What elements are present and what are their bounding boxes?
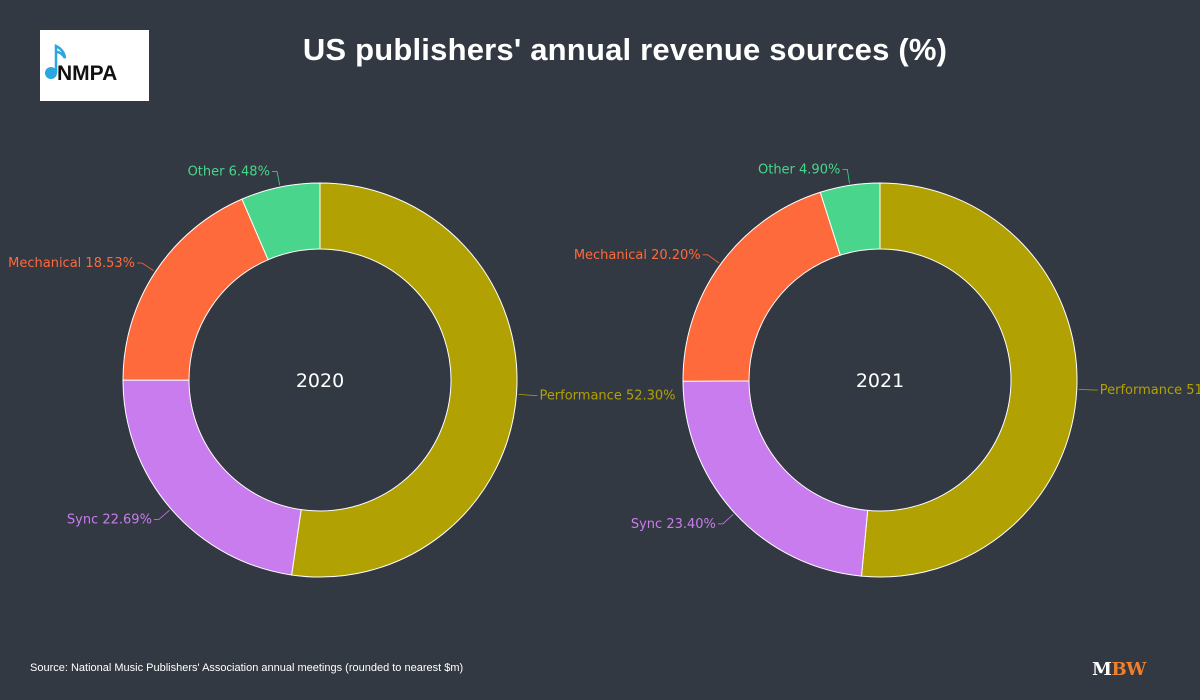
slice-label-mechanical-2021: Mechanical 20.20% [574,248,701,263]
slice-performance-2021[interactable] [860,182,1078,578]
mbw-logo-bw: BW [1111,659,1146,680]
source-note: Source: National Music Publishers' Assoc… [30,662,464,674]
leader-line-other-2020 [271,170,281,186]
leader-line-performance-2021 [1078,388,1098,391]
slice-label-performance-2021: Performance 51.50% [1100,383,1200,398]
chart-title: US publishers' annual revenue sources (%… [302,32,948,67]
slice-mechanical-2020[interactable] [122,198,269,381]
music-note-icon: NMPA [45,43,117,85]
donut-chart-2020: Performance 52.30% Sync 22.69% Mechanical … [8,164,676,578]
nmpa-logo: NMPA [40,30,149,101]
mbw-logo: MBW [1092,659,1148,681]
slice-sync-2021[interactable] [682,380,869,577]
slice-label-performance-2020: Performance 52.30% [539,388,675,403]
slice-sync-2020[interactable] [122,379,302,576]
donut-chart-2021: Performance 51.50% Sync 23.40% Mechanical … [574,163,1200,578]
slice-label-sync-2020: Sync 22.69% [67,512,152,527]
slice-label-other-2020: Other 6.48% [188,164,270,179]
slice-mechanical-2021[interactable] [682,191,841,382]
slice-label-sync-2021: Sync 23.40% [631,517,716,532]
leader-line-other-2021 [842,169,850,184]
slice-label-mechanical-2020: Mechanical 18.53% [8,256,135,271]
leader-line-mechanical-2021 [702,254,720,264]
leader-line-sync-2020 [153,509,170,520]
logo-text: NMPA [57,62,117,85]
leader-line-performance-2020 [518,393,538,396]
center-label-2021: 2021 [856,370,904,392]
slice-other-2020[interactable] [241,182,321,261]
mbw-logo-m: M [1092,659,1112,680]
slice-performance-2020[interactable] [291,182,518,578]
slice-other-2021[interactable] [819,182,881,256]
center-label-2020: 2020 [296,370,344,392]
leader-line-sync-2021 [717,514,734,525]
leader-line-mechanical-2020 [137,262,154,272]
slice-label-other-2021: Other 4.90% [758,163,840,178]
